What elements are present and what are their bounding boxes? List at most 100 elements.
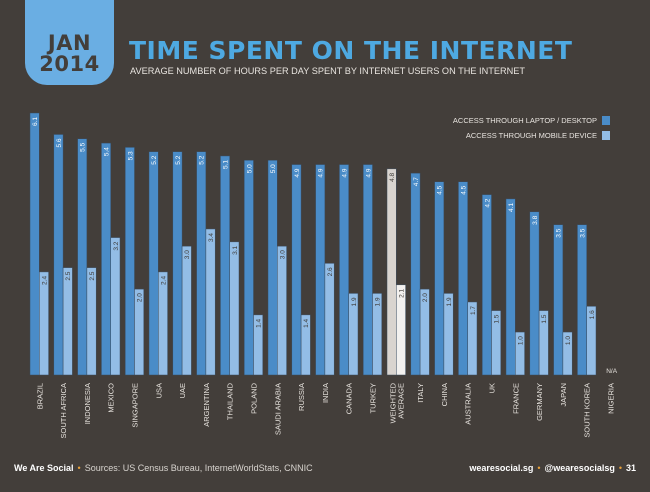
page-number: 31 [625, 463, 636, 473]
category-label: MEXICO [107, 383, 116, 413]
bar-mobile [158, 271, 168, 376]
data-label-mobile: 3.1 [232, 245, 239, 254]
bar-desktop [243, 159, 254, 376]
category-label: UAE [178, 383, 187, 398]
data-label-desktop: 5.3 [127, 151, 134, 160]
data-label-mobile: 3.0 [279, 250, 286, 259]
bar-mobile [86, 267, 97, 376]
footer-website[interactable]: wearesocial.sg [469, 463, 534, 473]
data-label-mobile: 1.0 [517, 336, 524, 345]
data-label-desktop: 4.5 [437, 185, 444, 194]
data-label-desktop: 5.0 [270, 164, 277, 173]
data-label-desktop: 4.9 [318, 168, 325, 177]
data-label-mobile: 2.0 [137, 293, 144, 302]
bar-mobile [586, 306, 597, 376]
badge-month: JAN [47, 31, 92, 55]
footer-separator: • [537, 463, 541, 473]
category-label: RUSSIA [297, 383, 306, 411]
missing-value-label: N/A [606, 368, 618, 375]
data-label-mobile: 1.9 [375, 297, 382, 306]
data-label-mobile: 2.6 [327, 267, 334, 276]
bar-mobile [39, 271, 49, 376]
bar-desktop [29, 112, 40, 376]
category-label: INDIA [321, 383, 330, 403]
data-label-desktop: 3.8 [532, 215, 539, 224]
category-label: SOUTH AFRICA [59, 383, 68, 438]
bar-desktop [434, 181, 445, 376]
bar-mobile [372, 293, 383, 376]
bar-mobile [181, 245, 192, 376]
bar-mobile [419, 288, 430, 376]
data-label-desktop: 5.6 [56, 138, 63, 147]
bar-mobile [324, 263, 335, 376]
bar-mobile [515, 331, 525, 376]
page-title: TIME SPENT ON THE INTERNET [129, 36, 573, 65]
bar-desktop [267, 159, 278, 376]
bar-desktop [172, 151, 183, 376]
data-label-desktop: 4.7 [413, 177, 420, 186]
category-label: GERMANY [535, 383, 544, 421]
bar-desktop [577, 224, 587, 376]
bar-mobile [205, 228, 216, 376]
bar-desktop [53, 134, 64, 376]
category-label: SOUTH KOREA [583, 383, 592, 438]
legend-swatch-desktop [602, 116, 610, 125]
category-label: FRANCE [511, 383, 520, 414]
bar-mobile [253, 314, 264, 376]
data-label-mobile: 1.7 [470, 306, 477, 315]
bar-desktop [386, 168, 397, 376]
bar-mobile [562, 331, 573, 376]
category-label: BRAZIL [35, 383, 44, 409]
bar-mobile [443, 293, 454, 376]
data-label-desktop: 5.2 [175, 155, 182, 164]
category-label: AUSTRALIA [464, 383, 473, 425]
legend-item-desktop: ACCESS THROUGH LAPTOP / DESKTOP [453, 116, 610, 125]
bar-mobile [277, 245, 287, 376]
data-label-desktop: 5.5 [80, 142, 87, 151]
category-label: NIGERIA [607, 383, 616, 414]
category-label: POLAND [250, 382, 259, 413]
footer-separator: • [618, 463, 622, 473]
data-label-mobile: 2.5 [89, 271, 96, 280]
bar-mobile [110, 237, 121, 376]
data-label-desktop: 5.2 [199, 155, 206, 164]
bar-desktop [458, 181, 468, 376]
bar-desktop [410, 172, 421, 376]
data-label-mobile: 2.4 [41, 276, 48, 285]
category-label: TURKEY [369, 383, 378, 413]
data-label-mobile: 1.6 [589, 310, 596, 319]
date-badge: JAN 2014 [25, 0, 114, 85]
data-label-desktop: 4.9 [294, 168, 301, 177]
category-label: WEIGHTED [388, 382, 397, 423]
category-label: JAPAN [559, 383, 568, 407]
category-label: THAILAND [226, 382, 235, 420]
category-label: USA [154, 383, 163, 398]
data-label-mobile: 1.9 [446, 297, 453, 306]
data-label-desktop: 4.5 [461, 185, 468, 194]
footer-brand: We Are Social [14, 463, 74, 473]
bar-mobile [134, 288, 145, 376]
badge-year: 2014 [39, 52, 100, 76]
footer-handle[interactable]: @wearesocialsg [544, 463, 615, 473]
footer-right: wearesocial.sg • @wearesocialsg • 31 [469, 463, 636, 473]
bar-desktop [124, 147, 135, 376]
category-label: UK [488, 383, 497, 393]
legend-swatch-mobile [602, 131, 610, 140]
bar-mobile [348, 293, 359, 376]
category-label: INDONESIA [83, 383, 92, 424]
bar-desktop [291, 164, 302, 376]
data-label-mobile: 2.0 [422, 293, 429, 302]
bar-mobile [538, 310, 549, 376]
data-label-desktop: 5.0 [246, 164, 253, 173]
footer-separator: • [77, 463, 81, 473]
data-label-desktop: 3.5 [556, 228, 563, 237]
bar-mobile [467, 301, 478, 376]
data-label-mobile: 1.5 [494, 314, 501, 323]
category-label: ITALY [416, 383, 425, 403]
bar-desktop [101, 142, 111, 376]
bar-mobile [396, 284, 406, 376]
bar-desktop [339, 164, 349, 376]
data-label-desktop: 4.8 [389, 172, 396, 181]
bar-mobile [491, 310, 502, 376]
